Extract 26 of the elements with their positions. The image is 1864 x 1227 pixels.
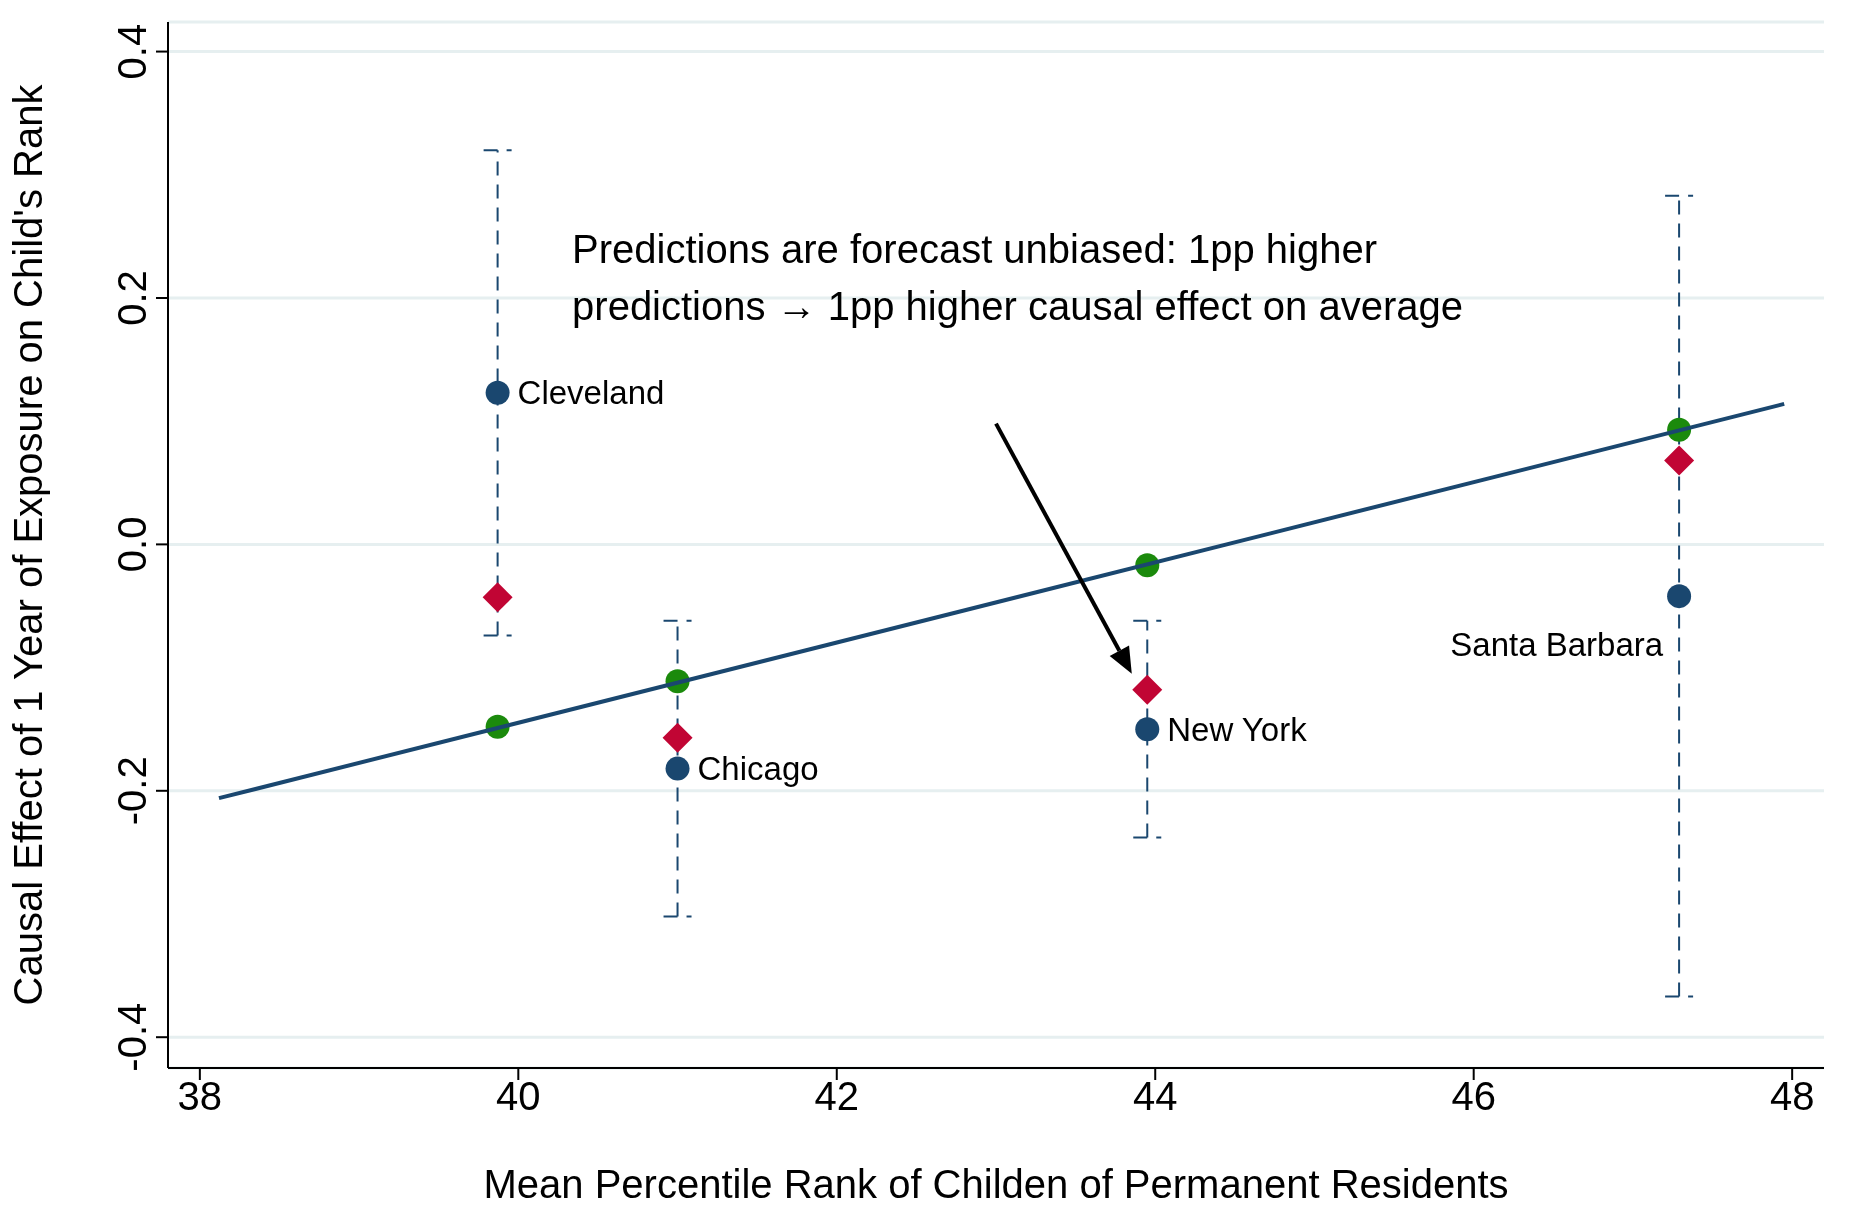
point xyxy=(1664,445,1695,476)
point xyxy=(482,582,513,613)
point xyxy=(485,380,510,405)
y-axis-title: Causal Effect of 1 Year of Exposure on Child's Rank xyxy=(6,83,51,1006)
x-tick-label: 46 xyxy=(1451,1074,1496,1119)
point xyxy=(1135,717,1160,742)
x-tick-label: 40 xyxy=(496,1074,541,1119)
annotation: Cleveland xyxy=(517,374,665,412)
x-tick-label: 44 xyxy=(1132,1074,1178,1119)
y-tick-label: 0.2 xyxy=(110,270,154,326)
y-tick-label: -0.4 xyxy=(110,1002,154,1072)
x-tick-label: 48 xyxy=(1769,1074,1815,1119)
annotation: Santa Barbara xyxy=(1450,625,1664,663)
y-tick-label: 0.4 xyxy=(110,23,154,80)
y-tick-label: -0.2 xyxy=(110,756,154,826)
point xyxy=(665,756,690,781)
x-tick-label: 42 xyxy=(814,1074,860,1119)
point xyxy=(1667,584,1692,609)
point xyxy=(1132,674,1163,705)
point xyxy=(662,722,693,753)
annotation: Chicago xyxy=(697,750,819,788)
y-tick-label: 0.0 xyxy=(110,516,154,573)
x-axis-title: Mean Percentile Rank of Childen of Permanent Residents xyxy=(483,1162,1509,1206)
x-tick-label: 38 xyxy=(177,1074,223,1119)
annotation: Predictions are forecast unbiased: 1pp higher predictions → 1pp higher causal effect on average xyxy=(572,225,1464,330)
annotation: New York xyxy=(1167,710,1308,748)
